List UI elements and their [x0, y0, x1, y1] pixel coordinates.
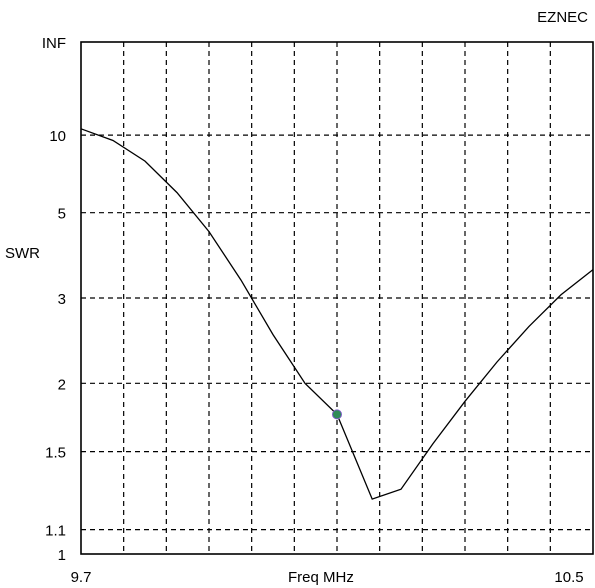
y-tick-label: 3 [58, 291, 66, 308]
y-tick-label: 1 [58, 547, 66, 564]
y-tick-label: 5 [58, 206, 66, 223]
y-tick-label: 2 [58, 376, 66, 393]
x-axis-label: Freq MHz [288, 569, 354, 586]
plot-frame [80, 41, 594, 555]
current-frequency-marker [332, 409, 342, 420]
brand-label: EZNEC [537, 9, 588, 26]
y-tick-label: 1.5 [45, 445, 66, 462]
grid-lines [81, 42, 593, 554]
y-tick-label: 10 [49, 128, 66, 145]
y-axis-label: SWR [5, 245, 40, 262]
y-tick-label: INF [42, 35, 66, 52]
y-tick-label: 1.1 [45, 523, 66, 540]
y-tick-labels: INF 10 5 3 2 1.5 1.1 1 [42, 35, 66, 564]
x-tick-label-max: 10.5 [554, 569, 583, 586]
x-tick-label-min: 9.7 [71, 569, 92, 586]
